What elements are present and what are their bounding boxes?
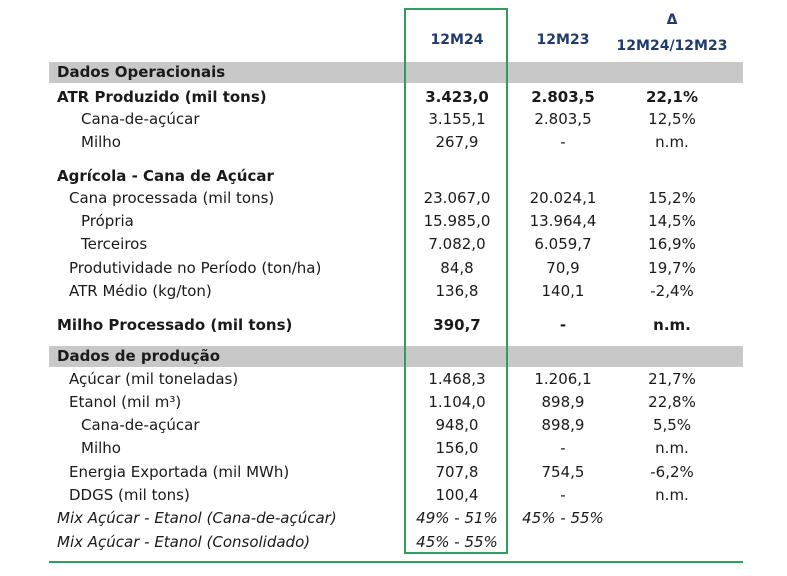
operational-data-table: 12M24 12M23 Δ 12M24/12M23 Dados Operacio… (47, 0, 747, 576)
table-row: ATR Médio (kg/ton) 136,8 140,1 -2,4% (47, 280, 747, 302)
value-delta: 22,8% (648, 393, 696, 411)
row-label: Cana processada (mil tons) (69, 189, 275, 207)
value-12m24: 948,0 (435, 416, 479, 434)
table-row: Cana-de-açúcar 948,0 898,9 5,5% (47, 414, 747, 436)
row-label: Cana-de-açúcar (81, 110, 200, 128)
value-delta: n.m. (655, 486, 689, 504)
row-label: ATR Produzido (mil tons) (57, 88, 267, 106)
table-row: Cana processada (mil tons) 23.067,0 20.024… (47, 187, 747, 209)
table-row: Mix Açúcar - Etanol (Consolidado) 45% - 5… (47, 531, 747, 553)
value-12m23: 898,9 (541, 393, 585, 411)
row-label: Milho (81, 439, 121, 457)
value-12m23: 2.803,5 (531, 88, 595, 106)
row-label: Terceiros (81, 235, 148, 253)
table-row: Milho Processado (mil tons) 390,7 - n.m. (47, 314, 747, 336)
value-12m23: - (560, 439, 566, 457)
value-delta: 12,5% (648, 110, 696, 128)
table-row: DDGS (mil tons) 100,4 - n.m. (47, 484, 747, 506)
table-row: ATR Produzido (mil tons) 3.423,0 2.803,5 22… (47, 86, 747, 108)
row-label: Dados Operacionais (57, 63, 226, 81)
row-label: DDGS (mil tons) (69, 486, 190, 504)
table-row: Milho 267,9 - n.m. (47, 131, 747, 153)
value-12m24: 3.155,1 (428, 110, 486, 128)
value-12m24: 156,0 (435, 439, 479, 457)
row-label: Energia Exportada (mil MWh) (69, 463, 290, 481)
value-12m24: 23.067,0 (423, 189, 491, 207)
table-row: Dados Operacionais (47, 61, 747, 83)
row-label: Açúcar (mil toneladas) (69, 370, 239, 388)
value-12m23: 20.024,1 (529, 189, 597, 207)
value-12m24: 136,8 (435, 282, 479, 300)
value-12m24: 45% - 55% (416, 533, 498, 551)
value-12m23: 140,1 (541, 282, 585, 300)
value-delta: n.m. (655, 133, 689, 151)
value-12m23: 898,9 (541, 416, 585, 434)
value-delta: n.m. (653, 316, 691, 334)
value-12m24: 84,8 (440, 259, 474, 277)
value-12m23: 754,5 (541, 463, 585, 481)
header-12m24: 12M24 (430, 32, 484, 48)
value-12m24: 267,9 (435, 133, 479, 151)
value-12m24: 1.468,3 (428, 370, 486, 388)
value-12m23: - (560, 133, 566, 151)
row-label: Produtividade no Período (ton/ha) (69, 259, 322, 277)
value-12m24: 707,8 (435, 463, 479, 481)
row-label: Mix Açúcar - Etanol (Consolidado) (57, 533, 311, 551)
table-row: Produtividade no Período (ton/ha) 84,8 70,… (47, 257, 747, 279)
row-label: Cana-de-açúcar (81, 416, 200, 434)
value-12m23: 1.206,1 (534, 370, 592, 388)
value-12m24: 100,4 (435, 486, 479, 504)
value-delta: -2,4% (650, 282, 694, 300)
table-row: Terceiros 7.082,0 6.059,7 16,9% (47, 233, 747, 255)
value-12m23: 45% - 55% (522, 509, 604, 527)
row-label: Milho Processado (mil tons) (57, 316, 293, 334)
table-row: Agrícola - Cana de Açúcar (47, 165, 747, 187)
value-delta: -6,2% (650, 463, 694, 481)
bottom-rule (49, 561, 743, 563)
value-12m23: 2.803,5 (534, 110, 592, 128)
current-period-highlight (404, 8, 508, 554)
table-row: Açúcar (mil toneladas) 1.468,3 1.206,1 21,7… (47, 368, 747, 390)
value-12m23: 6.059,7 (534, 235, 592, 253)
value-delta: 14,5% (648, 212, 696, 230)
row-label: ATR Médio (kg/ton) (69, 282, 212, 300)
value-delta: 21,7% (648, 370, 696, 388)
table-row: Mix Açúcar - Etanol (Cana-de-açúcar) 49% … (47, 507, 747, 529)
row-label: Agrícola - Cana de Açúcar (57, 167, 274, 185)
value-delta: 22,1% (645, 88, 699, 106)
value-12m23: - (560, 486, 566, 504)
value-12m24: 1.104,0 (428, 393, 486, 411)
header-delta-symbol: Δ (666, 12, 678, 28)
value-12m24: 49% - 51% (416, 509, 498, 527)
row-label: Dados de produção (57, 347, 221, 365)
value-delta: 15,2% (648, 189, 696, 207)
table-row: Cana-de-açúcar 3.155,1 2.803,5 12,5% (47, 108, 747, 130)
header-12m23: 12M23 (536, 32, 590, 48)
section-band-production (49, 346, 743, 367)
value-12m24: 390,7 (433, 316, 481, 334)
value-delta: n.m. (655, 439, 689, 457)
row-label: Milho (81, 133, 121, 151)
value-12m24: 7.082,0 (428, 235, 486, 253)
row-label: Própria (81, 212, 134, 230)
value-delta: 16,9% (648, 235, 696, 253)
table-row: Milho 156,0 - n.m. (47, 437, 747, 459)
value-12m23: 70,9 (546, 259, 580, 277)
value-12m24: 3.423,0 (425, 88, 489, 106)
table-row: Dados de produção (47, 345, 747, 367)
table-row: Energia Exportada (mil MWh) 707,8 754,5 -6,… (47, 461, 747, 483)
value-delta: 5,5% (652, 416, 692, 434)
table-row: Própria 15.985,0 13.964,4 14,5% (47, 210, 747, 232)
table-row: Etanol (mil m³) 1.104,0 898,9 22,8% (47, 391, 747, 413)
section-band-operational (49, 62, 743, 83)
header-delta-label: 12M24/12M23 (616, 38, 728, 54)
value-12m23: - (559, 316, 567, 334)
row-label: Mix Açúcar - Etanol (Cana-de-açúcar) (57, 509, 337, 527)
row-label: Etanol (mil m³) (69, 393, 182, 411)
value-12m24: 15.985,0 (423, 212, 491, 230)
value-delta: 19,7% (648, 259, 696, 277)
value-12m23: 13.964,4 (529, 212, 597, 230)
